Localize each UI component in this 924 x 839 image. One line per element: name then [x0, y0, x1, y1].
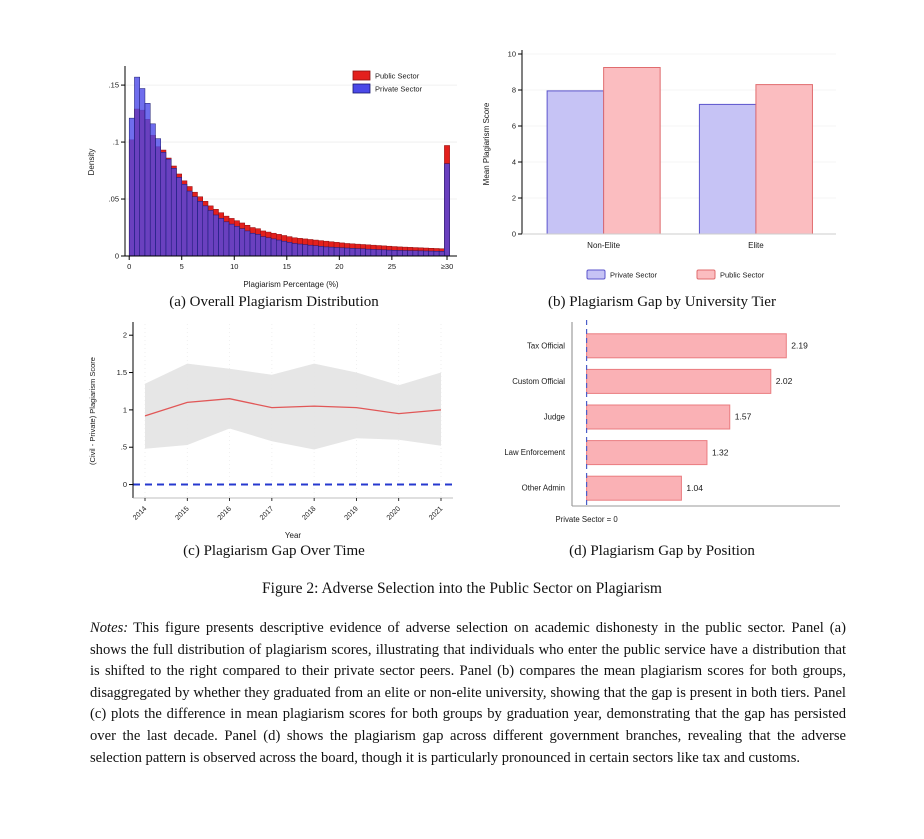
svg-text:Private Sector: Private Sector	[375, 85, 423, 94]
svg-text:.05: .05	[109, 194, 119, 203]
svg-text:15: 15	[283, 262, 291, 271]
panel-c-chart: 0 .5 1 1.5 2 2014 2015 2016 2017 2018 2019 2020 2021…	[88, 322, 453, 540]
svg-text:.1: .1	[113, 137, 119, 146]
svg-text:Private Sector: Private Sector	[610, 271, 658, 280]
bar-category-label: Other Admin	[522, 484, 565, 493]
grouped-bars	[546, 67, 813, 235]
figure-notes: Notes: This figure presents descriptive e…	[90, 618, 846, 769]
svg-text:2017: 2017	[258, 504, 276, 522]
y-axis-label: Density	[87, 149, 96, 176]
gap-line	[144, 398, 442, 417]
svg-text:Public Sector: Public Sector	[720, 271, 765, 280]
svg-text:1: 1	[123, 405, 127, 414]
y-axis-label: (Civil - Private) Plagiarism Score	[88, 357, 97, 465]
legend: Public Sector Private Sector	[352, 70, 423, 94]
x-axis-label: Plagiarism Percentage (%)	[243, 280, 338, 289]
notes-text: This figure presents descriptive evidenc…	[90, 620, 846, 766]
svg-text:≥30: ≥30	[441, 262, 453, 271]
caption-panel-b: (b) Plagiarism Gap by University Tier	[548, 294, 776, 310]
panel-a: 0 .05 .1 .15 0 5 10 15 20 25 ≥30 Plagiarism Percent…	[85, 58, 463, 295]
svg-text:.15: .15	[109, 80, 119, 89]
svg-text:8: 8	[512, 85, 516, 94]
svg-text:2019: 2019	[342, 504, 360, 522]
bar-value-label: 1.04	[686, 483, 703, 493]
svg-text:2018: 2018	[300, 504, 318, 522]
panel-d-chart: 2.19 Tax Official 2.02 Custom Official 1.57 J…	[504, 320, 840, 524]
bar-category-label: Law Enforcement	[504, 448, 566, 457]
svg-text:20: 20	[335, 262, 343, 271]
svg-text:2020: 2020	[384, 504, 402, 522]
panel-b-chart: Non-Elite Elite 0 2 4 6 8 10 Mean Plagiarism Sco…	[482, 49, 836, 280]
svg-text:2015: 2015	[173, 504, 191, 522]
svg-text:2: 2	[512, 193, 516, 202]
bar-category-label: Custom Official	[512, 377, 565, 386]
notes-label: Notes:	[90, 620, 129, 636]
svg-text:Elite: Elite	[748, 241, 764, 250]
svg-text:10: 10	[508, 49, 516, 58]
svg-text:Public Sector: Public Sector	[375, 72, 420, 81]
legend: Private Sector Public Sector	[586, 269, 765, 280]
svg-text:10: 10	[230, 262, 238, 271]
histogram-bars	[128, 76, 450, 257]
svg-text:6: 6	[512, 121, 516, 130]
panel-b: Non-Elite Elite 0 2 4 6 8 10 Mean Plagiarism Sco…	[478, 40, 846, 291]
caption-panel-a: (a) Overall Plagiarism Distribution	[169, 294, 379, 310]
svg-text:2014: 2014	[131, 504, 149, 522]
caption-panel-d: (d) Plagiarism Gap by Position	[569, 543, 755, 559]
svg-text:.5: .5	[121, 443, 127, 452]
svg-text:Non-Elite: Non-Elite	[587, 241, 620, 250]
bar-category-label: Tax Official	[527, 341, 565, 350]
panel-d: 2.19 Tax Official 2.02 Custom Official 1.57 J…	[478, 316, 846, 547]
svg-text:0: 0	[127, 262, 131, 271]
bar-value-label: 2.02	[776, 376, 793, 386]
y-axis-label: Mean Plagiarism Score	[482, 102, 491, 185]
svg-text:2: 2	[123, 331, 127, 340]
svg-text:5: 5	[180, 262, 184, 271]
horizontal-bars	[586, 333, 787, 501]
bar-value-label: 1.57	[735, 412, 752, 422]
svg-text:0: 0	[512, 229, 516, 238]
svg-text:0: 0	[115, 251, 119, 260]
figure-title: Figure 2: Adverse Selection into the Pub…	[262, 580, 662, 597]
caption-panel-c: (c) Plagiarism Gap Over Time	[183, 543, 365, 559]
reference-note: Private Sector = 0	[555, 515, 618, 524]
panel-c: 0 .5 1 1.5 2 2014 2015 2016 2017 2018 2019 2020 2021…	[85, 316, 463, 547]
svg-text:1.5: 1.5	[117, 368, 127, 377]
bar-category-label: Judge	[544, 412, 565, 421]
svg-text:2016: 2016	[215, 504, 233, 522]
svg-text:2021: 2021	[427, 504, 445, 522]
x-axis-label: Year	[285, 531, 302, 540]
bar-value-label: 2.19	[791, 341, 808, 351]
svg-text:4: 4	[512, 157, 516, 166]
svg-text:0: 0	[123, 480, 127, 489]
svg-text:25: 25	[388, 262, 396, 271]
panel-a-chart: 0 .05 .1 .15 0 5 10 15 20 25 ≥30 Plagiarism Percent…	[87, 66, 457, 289]
bar-value-label: 1.32	[712, 447, 729, 457]
